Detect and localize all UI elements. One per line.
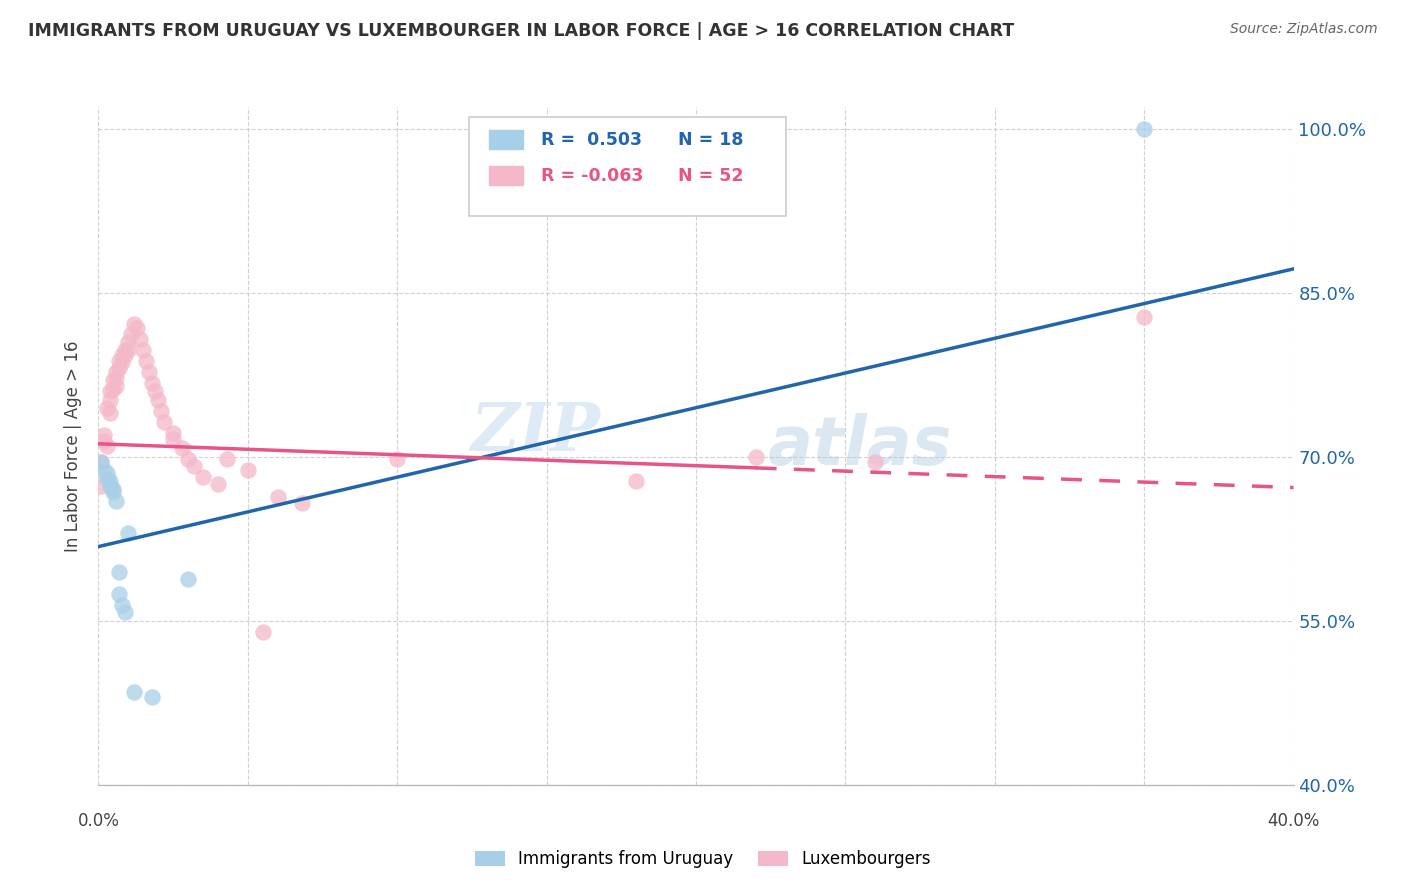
Point [96,472,118,486]
Point [252,624,274,639]
Bar [489,130,523,149]
Point [215,452,238,467]
Legend: Immigrants from Uruguay, Luxembourgers: Immigrants from Uruguay, Luxembourgers [468,844,938,875]
Point [105,371,128,385]
Point [93,428,115,442]
Point [90,455,112,469]
Point [100,479,122,493]
Point [148,393,170,408]
Point [150,404,173,418]
Point [1133,310,1156,324]
Point [117,343,139,357]
Text: R = -0.063: R = -0.063 [540,167,643,185]
Point [141,690,163,705]
Text: Source: ZipAtlas.com: Source: ZipAtlas.com [1230,22,1378,37]
Point [103,482,125,496]
Point [105,379,128,393]
Point [127,321,149,335]
Point [177,452,200,467]
Point [108,565,131,579]
Point [172,441,194,455]
Point [111,598,134,612]
Text: ZIP: ZIP [471,400,600,465]
Point [103,373,125,387]
Point [162,433,184,447]
Point [93,434,115,448]
Point [865,455,887,469]
Point [105,365,128,379]
Point [103,382,125,396]
FancyBboxPatch shape [470,117,786,216]
Point [1133,122,1156,136]
Point [90,455,112,469]
Point [138,365,160,379]
Point [385,452,409,467]
Point [96,401,118,415]
Point [143,384,166,399]
Point [93,463,115,477]
Point [90,479,112,493]
Point [111,355,134,369]
Y-axis label: In Labor Force | Age > 16: In Labor Force | Age > 16 [65,340,83,552]
Point [141,376,163,390]
Point [129,332,152,346]
Point [267,491,290,505]
Point [105,493,128,508]
Point [207,477,229,491]
Point [100,474,122,488]
Text: N = 18: N = 18 [678,130,744,149]
Bar [489,166,523,185]
Point [177,573,200,587]
Point [108,361,131,376]
Point [135,353,157,368]
Point [291,496,314,510]
Point [236,463,259,477]
Point [100,406,122,420]
Text: atlas: atlas [768,413,952,479]
Point [120,327,142,342]
Point [103,484,125,499]
Point [132,343,155,357]
Point [745,450,768,464]
Point [96,467,118,481]
Point [114,343,136,357]
Point [626,474,648,488]
Point [162,425,184,440]
Point [108,586,131,600]
Text: N = 52: N = 52 [678,167,744,185]
Point [100,393,122,408]
Text: 0.0%: 0.0% [77,813,120,830]
Point [183,458,205,473]
Point [124,317,146,331]
Point [111,348,134,362]
Text: 40.0%: 40.0% [1267,813,1320,830]
Point [191,469,214,483]
Point [114,348,136,362]
Point [100,384,122,399]
Point [114,605,136,619]
Text: R =  0.503: R = 0.503 [540,130,641,149]
Text: IMMIGRANTS FROM URUGUAY VS LUXEMBOURGER IN LABOR FORCE | AGE > 16 CORRELATION CH: IMMIGRANTS FROM URUGUAY VS LUXEMBOURGER … [28,22,1014,40]
Point [124,685,146,699]
Point [96,439,118,453]
Point [117,335,139,350]
Point [117,526,139,541]
Point [108,353,131,368]
Point [153,415,176,429]
